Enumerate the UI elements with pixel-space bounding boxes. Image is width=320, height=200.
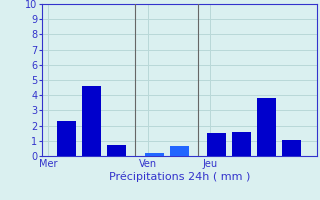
Bar xyxy=(257,98,276,156)
Bar xyxy=(82,86,101,156)
Bar xyxy=(207,133,226,156)
Bar xyxy=(232,132,251,156)
X-axis label: Précipitations 24h ( mm ): Précipitations 24h ( mm ) xyxy=(108,172,250,182)
Bar xyxy=(170,146,188,156)
Bar xyxy=(283,140,301,156)
Bar xyxy=(107,145,126,156)
Bar xyxy=(57,121,76,156)
Bar xyxy=(145,153,164,156)
